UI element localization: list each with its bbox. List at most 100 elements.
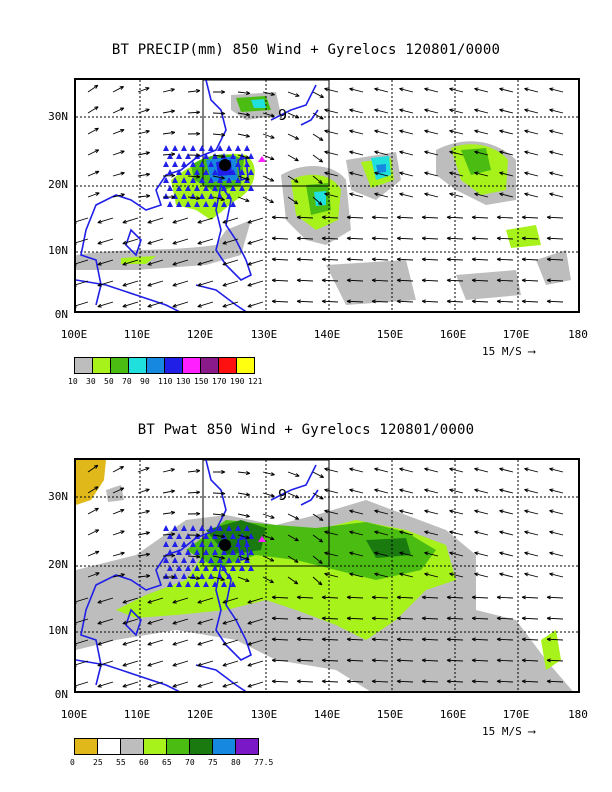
wind-vector-arrow xyxy=(396,658,414,663)
wind-vector-arrow xyxy=(87,572,100,578)
wind-vector-arrow xyxy=(371,616,389,621)
top-reference-vector-label: 15 M/S xyxy=(482,345,522,358)
wind-vector-arrow xyxy=(237,112,251,117)
wind-vector-arrow xyxy=(399,551,414,557)
bottom-xtick-110e: 110E xyxy=(123,708,151,721)
wind-vector-arrow xyxy=(247,639,264,646)
wind-vector-arrow xyxy=(474,171,489,177)
wind-vector-arrow xyxy=(187,153,201,158)
triangle-marker xyxy=(239,185,245,191)
wind-vector-arrow xyxy=(349,108,364,114)
wind-vector-arrow xyxy=(147,217,164,224)
wind-vector-arrow xyxy=(137,172,151,177)
wind-vector-arrow xyxy=(546,215,564,220)
wind-vector-arrow xyxy=(321,257,339,262)
wind-vector-arrow xyxy=(247,681,264,688)
wind-vector-arrow xyxy=(247,238,264,245)
triangle-marker xyxy=(208,161,214,167)
triangle-marker xyxy=(203,153,209,159)
bottom-colorbar-swatch xyxy=(120,738,144,755)
wind-vector-arrow xyxy=(262,133,275,139)
triangle-marker xyxy=(248,565,254,571)
triangle-marker xyxy=(230,581,236,587)
wind-vector-arrow xyxy=(474,192,489,198)
wind-vector-arrow xyxy=(271,236,289,241)
wind-vector-arrow xyxy=(87,464,99,473)
wind-vector-arrow xyxy=(197,238,214,245)
wind-vector-arrow xyxy=(421,616,439,621)
wind-vector-arrow xyxy=(76,639,89,646)
wind-vector-arrow xyxy=(212,132,226,137)
wind-vector-arrow xyxy=(424,192,439,198)
top-precip-shading xyxy=(76,92,571,305)
wind-vector-arrow xyxy=(222,280,239,287)
wind-vector-arrow xyxy=(271,595,289,600)
wind-vector-arrow xyxy=(296,215,314,220)
triangle-marker xyxy=(239,565,245,571)
wind-vector-arrow xyxy=(499,530,514,536)
wind-vector-arrow xyxy=(324,509,339,515)
triangle-marker xyxy=(163,557,169,563)
triangle-marker xyxy=(235,525,241,531)
wind-vector-arrow xyxy=(446,679,464,684)
top-xtick-160e: 160E xyxy=(439,328,467,341)
wind-vector-arrow xyxy=(449,171,464,177)
wind-vector-arrow xyxy=(549,129,564,135)
wind-vector-arrow xyxy=(324,530,339,536)
top-triangle-markers xyxy=(163,145,254,207)
wind-vector-arrow xyxy=(521,257,539,262)
wind-vector-arrow xyxy=(312,513,324,522)
wind-vector-arrow xyxy=(424,108,439,114)
wind-vector-arrow xyxy=(471,616,489,621)
triangle-marker xyxy=(221,201,227,207)
wind-vector-arrow xyxy=(549,192,564,198)
wind-vector-arrow xyxy=(296,257,314,262)
triangle-marker xyxy=(244,161,250,167)
wind-vector-arrow xyxy=(471,215,489,220)
triangle-marker xyxy=(212,533,218,539)
wind-vector-arrow xyxy=(546,595,564,600)
triangle-marker xyxy=(181,161,187,167)
triangle-marker xyxy=(226,177,232,183)
wind-vector-arrow xyxy=(499,150,514,156)
wind-vector-arrow xyxy=(137,87,150,93)
wind-vector-arrow xyxy=(212,555,226,560)
wind-vector-arrow xyxy=(549,572,564,578)
bottom-panel-title: BT Pwat 850 Wind + Gyrelocs 120801/0000 xyxy=(137,422,475,438)
wind-vector-arrow xyxy=(499,509,514,515)
triangle-marker xyxy=(230,169,236,175)
triangle-marker xyxy=(203,549,209,555)
bottom-colorbar xyxy=(74,738,259,755)
wind-vector-arrow xyxy=(271,299,289,304)
wind-vector-arrow xyxy=(471,595,489,600)
wind-vector-arrow xyxy=(122,259,139,266)
bottom-colorbar-swatch xyxy=(166,738,190,755)
bottom-xtick-100e: 100E xyxy=(60,708,88,721)
bottom-colorbar-label: 75 xyxy=(208,758,218,767)
wind-vector-arrow xyxy=(349,171,364,177)
wind-vector-arrow xyxy=(424,467,439,473)
triangle-marker xyxy=(172,145,178,151)
wind-vector-arrow xyxy=(399,572,414,578)
bottom-xtick-140e: 140E xyxy=(313,708,341,721)
wind-vector-arrow xyxy=(396,278,414,283)
wind-vector-arrow xyxy=(312,91,324,98)
wind-vector-arrow xyxy=(321,595,339,600)
wind-vector-arrow xyxy=(212,175,226,180)
triangle-marker xyxy=(167,581,173,587)
wind-vector-arrow xyxy=(496,299,514,304)
triangle-marker xyxy=(185,153,191,159)
wind-vector-arrow xyxy=(549,467,564,473)
wind-vector-arrow xyxy=(349,488,364,494)
top-map-panel: /* placeholder */ 9 xyxy=(74,78,580,313)
wind-vector-arrow xyxy=(87,149,100,156)
bottom-colorbar-label: 60 xyxy=(139,758,149,767)
bottom-magenta-marker xyxy=(258,536,266,542)
wind-vector-arrow xyxy=(222,597,239,604)
wind-vector-arrow xyxy=(474,509,489,515)
wind-vector-arrow xyxy=(212,491,226,496)
wind-vector-arrow xyxy=(421,215,439,220)
wind-vector-arrow xyxy=(162,468,175,473)
triangle-marker xyxy=(167,565,173,571)
bottom-xtick-130e: 130E xyxy=(250,708,278,721)
